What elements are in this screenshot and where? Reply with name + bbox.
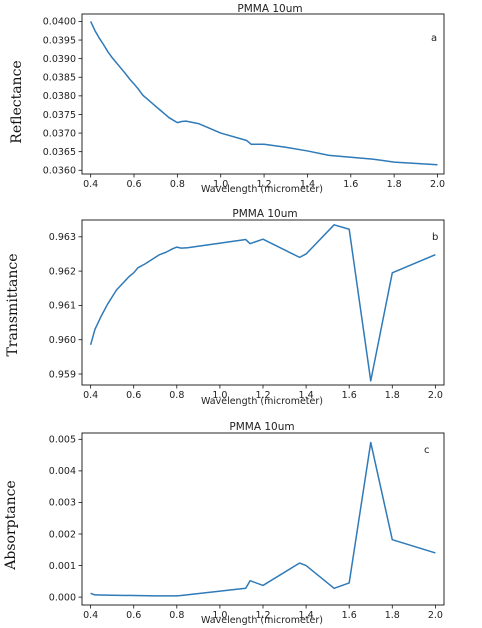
y-tick-label: 0.0375: [43, 110, 76, 121]
series-line: [89, 224, 436, 382]
x-tick-label: 2.0: [428, 610, 443, 621]
x-tick-label: 1.2: [255, 390, 270, 401]
y-tick-label: 0.960: [49, 335, 76, 346]
plot-area: [81, 13, 445, 175]
y-axis-label: Reflectance: [9, 60, 25, 143]
x-axis-label: Wavelength (micrometer): [201, 615, 323, 626]
x-tick-label: 1.6: [343, 179, 358, 190]
y-tick-label: 0.002: [49, 529, 76, 540]
plot-area: [81, 219, 445, 386]
chart-title: PMMA 10um: [232, 208, 297, 220]
x-tick-label: 1.8: [385, 610, 400, 621]
x-tick-label: 1.8: [385, 390, 400, 401]
y-tick-label: 0.004: [49, 466, 76, 477]
y-tick-label: 0.0400: [43, 17, 76, 28]
chart-title: PMMA 10um: [237, 3, 302, 15]
x-tick-label: 0.4: [83, 179, 98, 190]
plot-area: [81, 432, 445, 606]
x-tick-label: 0.8: [169, 610, 184, 621]
x-tick-label: 0.4: [83, 390, 98, 401]
x-tick-label: 1.6: [342, 390, 357, 401]
series-line: [90, 441, 436, 597]
x-tick-label: 0.6: [126, 390, 141, 401]
x-tick-label: 1.2: [257, 179, 272, 190]
series-line: [89, 21, 438, 166]
x-tick-label: 1.4: [300, 179, 315, 190]
y-tick-label: 0.0365: [43, 147, 76, 158]
x-tick-label: 1.0: [212, 610, 227, 621]
x-tick-label: 0.4: [83, 610, 98, 621]
panel-label: b: [432, 232, 438, 243]
y-tick-label: 0.0390: [43, 54, 76, 65]
x-tick-label: 1.6: [342, 610, 357, 621]
reflectance-chart: PMMA 10um Reflectance Wavelength (microm…: [9, 3, 445, 195]
y-tick-label: 0.961: [49, 301, 76, 312]
absorptance-chart: PMMA 10um Absorptance Wavelength (microm…: [3, 421, 445, 626]
y-tick-label: 0.962: [49, 266, 76, 277]
x-tick-label: 1.8: [387, 179, 402, 190]
x-tick-label: 1.4: [299, 390, 314, 401]
x-tick-label: 2.0: [430, 179, 445, 190]
y-tick-label: 0.0370: [43, 128, 76, 139]
y-tick-label: 0.001: [49, 561, 76, 572]
x-tick-label: 1.0: [212, 390, 227, 401]
x-tick-label: 1.4: [299, 610, 314, 621]
y-axis-label: Absorptance: [3, 480, 19, 570]
x-tick-label: 0.6: [126, 610, 141, 621]
chart-title: PMMA 10um: [229, 421, 294, 433]
x-axis-label: Wavelength (micrometer): [201, 396, 323, 407]
y-tick-label: 0.005: [49, 435, 76, 446]
x-tick-label: 0.6: [126, 179, 141, 190]
y-axis-label: Transmittance: [5, 253, 21, 356]
transmittance-chart: PMMA 10um Transmittance Wavelength (micr…: [5, 208, 445, 407]
x-tick-label: 2.0: [428, 390, 443, 401]
y-tick-label: 0.0380: [43, 91, 76, 102]
x-tick-label: 1.0: [213, 179, 228, 190]
panel-label: a: [431, 33, 437, 44]
y-tick-label: 0.959: [49, 369, 76, 380]
y-tick-label: 0.0360: [43, 166, 76, 177]
y-tick-label: 0.0395: [43, 35, 76, 46]
x-tick-label: 0.8: [170, 179, 185, 190]
x-tick-label: 1.2: [255, 610, 270, 621]
y-tick-label: 0.003: [49, 498, 76, 509]
x-axis-label: Wavelength (micrometer): [201, 184, 323, 195]
panel-label: c: [424, 445, 430, 456]
x-tick-label: 0.8: [169, 390, 184, 401]
y-tick-label: 0.000: [49, 592, 76, 603]
y-tick-label: 0.0385: [43, 73, 76, 84]
y-tick-label: 0.963: [49, 232, 76, 243]
